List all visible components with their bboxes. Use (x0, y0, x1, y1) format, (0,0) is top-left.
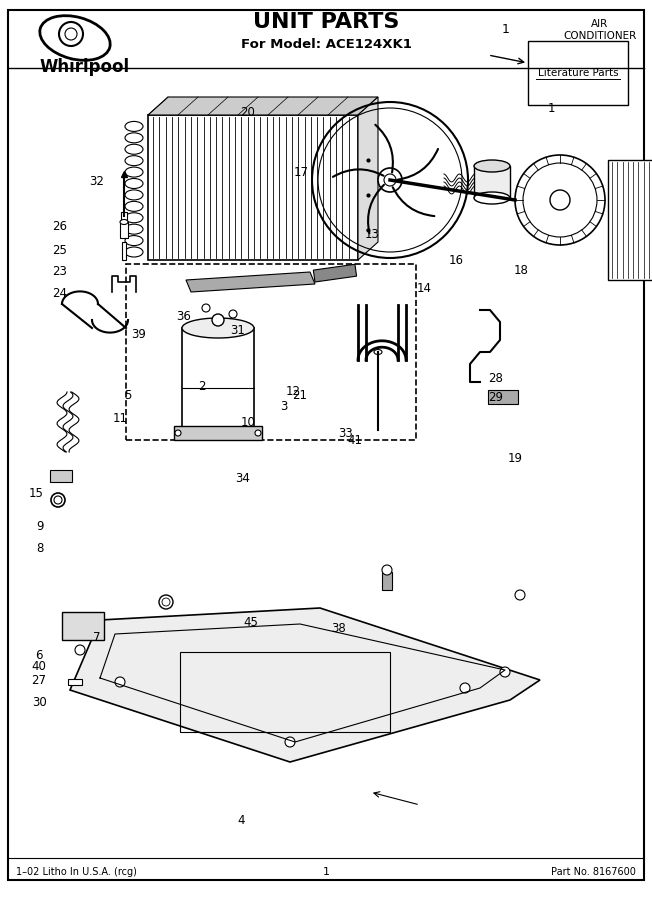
Polygon shape (358, 97, 378, 260)
Text: 39: 39 (131, 328, 145, 341)
Bar (120, 222, 128, 238)
Text: 32: 32 (89, 176, 104, 188)
Text: 7: 7 (93, 631, 100, 644)
Text: 45: 45 (244, 616, 258, 629)
Circle shape (460, 683, 470, 693)
Text: 15: 15 (29, 487, 43, 500)
Text: 28: 28 (488, 372, 503, 384)
Circle shape (229, 310, 237, 318)
Bar (126, 264, 416, 440)
Text: 16: 16 (449, 255, 464, 267)
Circle shape (285, 737, 295, 747)
Text: 27: 27 (31, 674, 47, 687)
Circle shape (75, 645, 85, 655)
Text: 26: 26 (52, 220, 68, 233)
Text: 25: 25 (53, 244, 67, 256)
Circle shape (115, 677, 125, 687)
Text: 2: 2 (198, 381, 206, 393)
Circle shape (515, 590, 525, 600)
Ellipse shape (120, 220, 128, 224)
Text: AIR: AIR (591, 19, 608, 29)
Bar (122, 242, 126, 260)
Polygon shape (70, 608, 540, 762)
Text: 14: 14 (416, 282, 432, 294)
Text: 20: 20 (241, 106, 255, 119)
Polygon shape (148, 97, 378, 115)
Text: 36: 36 (177, 310, 191, 323)
Text: 18: 18 (514, 264, 529, 276)
Circle shape (550, 190, 570, 210)
Text: 38: 38 (332, 622, 346, 634)
Bar (50, 470, 72, 482)
Text: 17: 17 (293, 166, 309, 179)
Text: 23: 23 (53, 266, 67, 278)
Ellipse shape (182, 318, 254, 338)
Text: 1: 1 (323, 867, 329, 877)
Bar (174, 426, 262, 440)
Bar (121, 212, 127, 220)
Text: 19: 19 (507, 453, 523, 465)
Text: 8: 8 (37, 543, 44, 555)
Text: 12: 12 (286, 385, 301, 398)
Text: Whirlpool: Whirlpool (40, 58, 130, 76)
Circle shape (159, 595, 173, 609)
Text: 9: 9 (37, 520, 44, 533)
Text: 29: 29 (488, 392, 503, 404)
Text: 41: 41 (348, 435, 363, 447)
Text: For Model: ACE124XK1: For Model: ACE124XK1 (241, 38, 411, 50)
Circle shape (384, 174, 396, 186)
Bar (182, 328, 254, 428)
Ellipse shape (474, 160, 510, 172)
Bar (314, 265, 357, 282)
Circle shape (382, 565, 392, 575)
Ellipse shape (374, 349, 382, 355)
Bar (62, 612, 104, 640)
Text: 1: 1 (547, 102, 555, 114)
Text: 5: 5 (124, 390, 132, 402)
Text: 31: 31 (231, 324, 245, 337)
Bar (148, 115, 358, 260)
Text: UNIT PARTS: UNIT PARTS (253, 12, 399, 32)
Circle shape (378, 168, 402, 192)
Circle shape (255, 430, 261, 436)
Text: 10: 10 (241, 417, 255, 429)
Text: 34: 34 (235, 472, 250, 485)
Text: CONDITIONER: CONDITIONER (563, 31, 636, 41)
Ellipse shape (474, 192, 510, 204)
Polygon shape (186, 272, 315, 292)
Text: 40: 40 (32, 660, 46, 672)
Bar (180, 652, 390, 732)
Text: 30: 30 (32, 696, 46, 708)
Bar (382, 572, 392, 590)
Text: 33: 33 (338, 428, 353, 440)
Text: 3: 3 (280, 400, 288, 413)
Bar (474, 166, 510, 198)
Text: 24: 24 (52, 287, 68, 300)
Bar (68, 679, 82, 685)
Text: Literature Parts: Literature Parts (538, 68, 618, 78)
Text: Part No. 8167600: Part No. 8167600 (551, 867, 636, 877)
Text: 11: 11 (113, 412, 128, 425)
Text: 21: 21 (292, 390, 308, 402)
Circle shape (500, 667, 510, 677)
Bar (528, 41, 628, 105)
Bar (608, 160, 652, 280)
Circle shape (175, 430, 181, 436)
Text: 13: 13 (364, 228, 379, 240)
Bar (488, 390, 518, 404)
Circle shape (202, 304, 210, 312)
Text: 4: 4 (237, 814, 245, 827)
Text: 6: 6 (35, 649, 43, 662)
Circle shape (212, 314, 224, 326)
Text: 1–02 Litho In U.S.A. (rcg): 1–02 Litho In U.S.A. (rcg) (16, 867, 137, 877)
Text: 1: 1 (502, 23, 510, 36)
